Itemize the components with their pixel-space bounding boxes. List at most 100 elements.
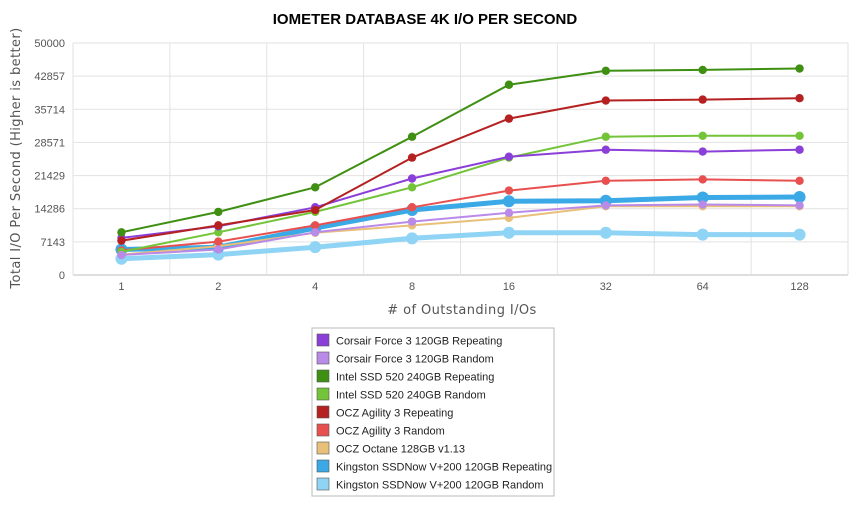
data-point [407,174,417,183]
data-point [698,147,707,156]
series-line [120,205,801,256]
legend-swatch [316,459,330,473]
x-tick-label: 64 [697,281,709,293]
data-point [698,65,707,75]
x-tick-label: 1 [118,281,124,293]
legend-swatch [316,423,330,437]
data-point [793,228,806,241]
x-tick-label: 32 [600,281,612,293]
legend-swatch [316,351,330,365]
legend-label: Intel SSD 520 240GB Random [336,390,486,402]
y-tick-label: 7143 [41,237,65,249]
data-point [698,131,707,140]
data-point [601,66,611,76]
data-point [407,217,417,226]
data-point [407,183,417,192]
legend-label: Corsair Force 3 120GB Repeating [336,336,502,348]
x-tick-label: 128 [790,281,808,293]
data-point [601,96,611,105]
data-point [407,132,417,141]
data-point [696,191,709,204]
data-point [795,201,804,210]
data-point [502,195,515,208]
data-point [407,153,417,162]
data-point [214,207,223,217]
data-point [696,228,709,241]
data-point [214,228,223,237]
data-point [698,175,707,184]
legend-label: OCZ Agility 3 Random [336,426,445,438]
data-point [795,176,804,186]
y-tick-label: 14286 [34,204,65,216]
legend-swatch [316,369,330,383]
data-point [406,232,419,245]
legend-label: Intel SSD 520 240GB Repeating [336,372,494,384]
data-point [214,237,223,246]
y-tick-label: 28571 [34,137,65,149]
x-tick-label: 16 [503,281,515,293]
legend-swatch [316,477,330,491]
data-point [117,228,126,237]
series-8 [115,226,806,265]
legend-swatch [316,387,330,401]
data-point [795,145,804,154]
data-point [504,186,514,195]
data-point [502,226,515,239]
x-tick-label: 8 [409,281,415,293]
series-line [118,230,803,262]
data-point [117,236,126,245]
data-point [795,131,804,140]
data-point [214,221,223,230]
series-1 [117,200,804,260]
y-tick-label: 35714 [34,104,65,116]
data-point [310,183,320,192]
data-point [793,191,806,204]
series-2 [117,64,804,237]
y-tick-label: 0 [59,270,65,282]
series-line [120,67,801,234]
data-point [117,250,126,260]
data-point [504,152,514,161]
series-line [120,134,801,253]
data-point [309,241,322,254]
legend-swatch [316,441,330,455]
y-axis-label: Total I/O Per Second (Higher is better) [9,27,24,289]
legend-swatch [316,333,330,347]
x-tick-label: 2 [215,281,221,293]
data-point [310,221,320,230]
series-line [120,178,801,252]
data-point [504,208,514,218]
data-point [407,203,417,212]
data-point [504,80,514,89]
chart-title: IOMETER DATABASE 4K I/O PER SECOND [273,11,578,28]
data-point [599,226,612,239]
legend-swatch [316,405,330,419]
x-tick-label: 4 [312,281,318,293]
data-point [310,228,320,237]
y-tick-label: 50000 [34,38,65,50]
data-point [698,200,707,209]
data-point [601,132,611,141]
series-line [120,203,801,256]
legend: Corsair Force 3 120GB Repeating Corsair F… [311,327,555,497]
legend-label: Kingston SSDNow V+200 120GB Random [336,480,544,492]
data-point [310,205,320,215]
data-point [214,245,223,254]
legend-box [311,327,555,497]
data-point [601,145,611,154]
legend-label: Corsair Force 3 120GB Random [336,354,494,366]
data-point [601,176,611,186]
data-point [795,64,804,73]
y-axis-ticks: 0 7143 14286 21429 28571 35714 42857 50000 [34,38,65,282]
x-axis-label: # of Outstanding I/Os [387,303,536,318]
legend-label: OCZ Octane 128GB v1.13 [336,444,465,456]
data-point [795,94,804,103]
legend-label: OCZ Agility 3 Repeating [336,408,453,420]
series-4 [117,94,804,245]
grid-lines [72,42,849,276]
x-axis-ticks: 1 2 4 8 16 32 64 128 [118,281,808,293]
y-tick-label: 21429 [34,171,65,183]
legend-label: Kingston SSDNow V+200 120GB Repeating [336,462,552,474]
series-lines [115,64,806,265]
